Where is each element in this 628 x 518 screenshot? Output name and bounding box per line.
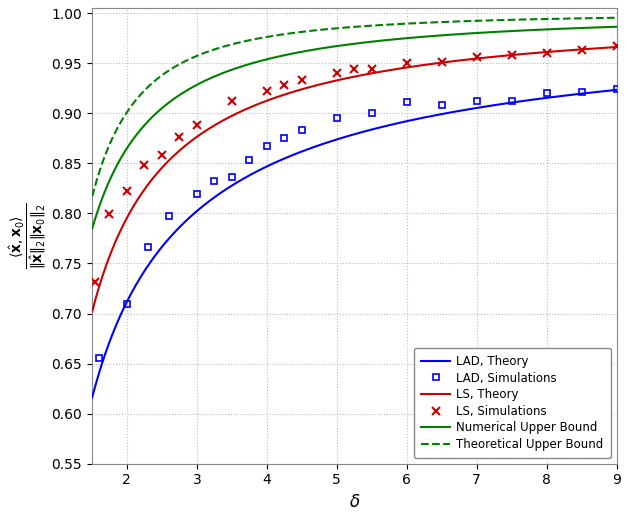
Theoretical Upper Bound: [448, 19, 456, 25]
LAD, Simulations: [403, 99, 411, 105]
LAD, Theory: [320, 141, 327, 147]
LAD, Simulations: [298, 127, 306, 133]
Theoretical Upper Bound: [89, 193, 96, 199]
LAD, Simulations: [123, 300, 131, 307]
LS, Simulations: [158, 152, 166, 159]
Line: LAD, Theory: LAD, Theory: [92, 90, 617, 397]
LAD, Simulations: [281, 135, 288, 141]
LAD, Theory: [448, 109, 456, 115]
LAD, Theory: [301, 148, 308, 154]
LAD, Simulations: [246, 157, 253, 163]
LAD, Simulations: [473, 98, 480, 104]
LS, Simulations: [141, 162, 148, 168]
Numerical Upper Bound: [613, 24, 620, 30]
LS, Simulations: [543, 50, 550, 56]
LS, Simulations: [508, 52, 516, 58]
LAD, Theory: [89, 394, 96, 400]
LS, Theory: [507, 52, 514, 58]
LAD, Simulations: [210, 178, 218, 184]
LS, Simulations: [123, 188, 131, 194]
LAD, Simulations: [165, 213, 173, 220]
LS, Theory: [301, 85, 308, 92]
LS, Theory: [497, 53, 505, 59]
Theoretical Upper Bound: [497, 17, 505, 23]
LS, Theory: [142, 184, 149, 191]
Theoretical Upper Bound: [507, 17, 514, 23]
Theoretical Upper Bound: [142, 86, 149, 92]
LS, Simulations: [578, 47, 585, 53]
LS, Simulations: [176, 134, 183, 140]
Line: Numerical Upper Bound: Numerical Upper Bound: [92, 27, 617, 228]
LS, Simulations: [193, 122, 200, 128]
LS, Simulations: [438, 59, 445, 65]
LAD, Simulations: [333, 115, 340, 121]
LAD, Simulations: [613, 86, 620, 92]
LS, Simulations: [368, 66, 376, 73]
Line: LS, Theory: LS, Theory: [92, 47, 617, 311]
Numerical Upper Bound: [320, 45, 327, 51]
LAD, Simulations: [543, 90, 550, 96]
LAD, Theory: [507, 99, 514, 106]
Numerical Upper Bound: [142, 121, 149, 127]
LS, Simulations: [350, 66, 358, 73]
Line: Theoretical Upper Bound: Theoretical Upper Bound: [92, 18, 617, 196]
LAD, Theory: [497, 101, 505, 107]
LAD, Theory: [613, 87, 620, 93]
Legend: LAD, Theory, LAD, Simulations, LS, Theory, LS, Simulations, Numerical Upper Boun: LAD, Theory, LAD, Simulations, LS, Theor…: [414, 348, 610, 458]
Theoretical Upper Bound: [613, 15, 620, 21]
LS, Simulations: [263, 88, 271, 94]
LS, Simulations: [92, 279, 99, 285]
LAD, Simulations: [438, 102, 445, 108]
Line: LAD, Simulations: LAD, Simulations: [95, 85, 620, 361]
LS, Simulations: [333, 70, 340, 76]
LS, Simulations: [281, 82, 288, 88]
Numerical Upper Bound: [301, 48, 308, 54]
Numerical Upper Bound: [497, 28, 505, 35]
LAD, Simulations: [144, 244, 151, 251]
LAD, Simulations: [95, 354, 102, 361]
LAD, Simulations: [368, 110, 376, 117]
LAD, Simulations: [193, 191, 200, 197]
LS, Theory: [89, 308, 96, 314]
LS, Simulations: [298, 77, 306, 83]
LS, Theory: [320, 80, 327, 87]
Theoretical Upper Bound: [320, 26, 327, 33]
LS, Simulations: [106, 211, 113, 218]
LAD, Simulations: [508, 98, 516, 104]
Numerical Upper Bound: [89, 225, 96, 232]
LS, Theory: [613, 44, 620, 50]
LS, Theory: [448, 58, 456, 64]
Theoretical Upper Bound: [301, 28, 308, 35]
LAD, Simulations: [228, 174, 236, 180]
LAD, Simulations: [578, 89, 585, 95]
Numerical Upper Bound: [448, 32, 456, 38]
LS, Simulations: [403, 60, 411, 66]
LAD, Theory: [142, 266, 149, 272]
LS, Simulations: [473, 54, 480, 60]
LAD, Simulations: [263, 143, 271, 149]
X-axis label: $\delta$: $\delta$: [349, 493, 360, 511]
Line: LS, Simulations: LS, Simulations: [91, 42, 621, 286]
Numerical Upper Bound: [507, 28, 514, 34]
Y-axis label: $\frac{\langle \hat{\mathbf{x}}, \mathbf{x}_0 \rangle}{\|\hat{\mathbf{x}}\|_2 \|: $\frac{\langle \hat{\mathbf{x}}, \mathbf…: [7, 203, 48, 269]
LS, Simulations: [613, 43, 620, 49]
LS, Simulations: [228, 98, 236, 104]
